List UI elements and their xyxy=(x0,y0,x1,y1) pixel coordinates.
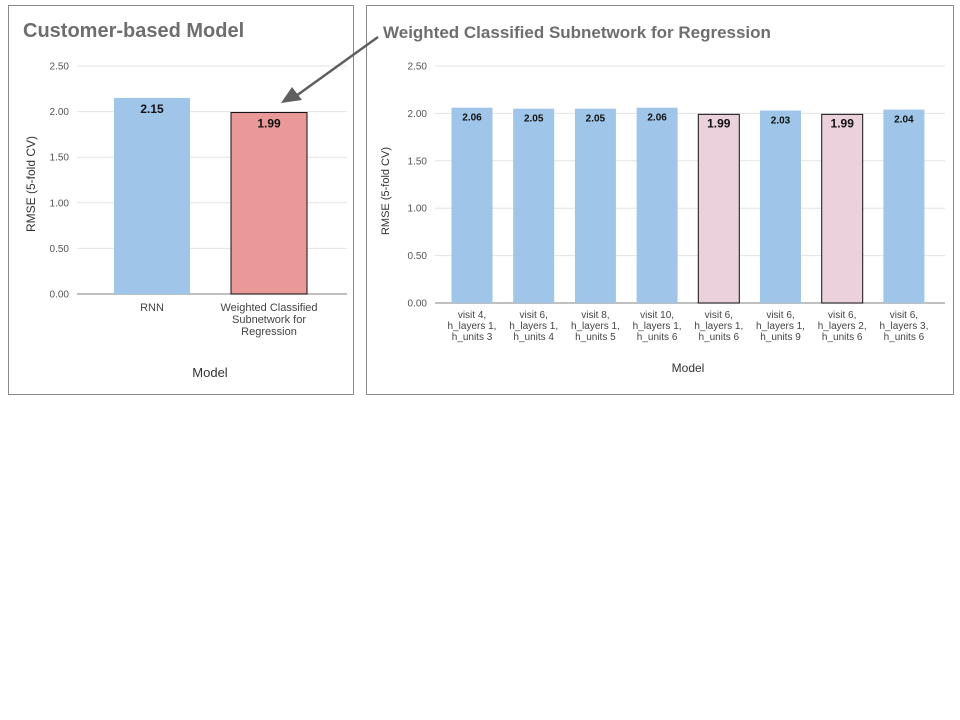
bar xyxy=(574,108,616,303)
category-label: visit 6, h_layers 1, h_units 4 xyxy=(509,310,558,343)
category-label-line: Subnetwork for xyxy=(232,314,306,326)
chart-panel-customer-based: Customer-based Model 0.00 0.50 1.00 1.50 2.0… xyxy=(8,5,354,395)
category-label-line: h_layers 1, xyxy=(571,321,620,332)
category-label-line: Regression xyxy=(241,326,297,338)
x-axis-label: Model xyxy=(672,361,705,375)
data-label: 1.99 xyxy=(257,117,281,131)
category-label-line: h_layers 1, xyxy=(509,321,558,332)
category-label-line: visit 6, xyxy=(705,310,733,321)
data-label: 2.06 xyxy=(462,113,482,124)
category-label-line: h_layers 2, xyxy=(818,321,867,332)
data-label: 2.15 xyxy=(140,102,164,116)
y-axis-label: RMSE (5-fold CV) xyxy=(24,136,38,232)
chart-title: Customer-based Model xyxy=(23,20,245,42)
y-axis-label: RMSE (5-fold CV) xyxy=(380,147,392,235)
category-label-line: Weighted Classified xyxy=(220,302,317,314)
bar xyxy=(230,112,308,295)
category-label-line: h_units 3 xyxy=(452,332,493,343)
category-label-line: h_units 6 xyxy=(822,332,863,343)
category-label: visit 8, h_layers 1, h_units 5 xyxy=(571,310,620,343)
data-label: 1.99 xyxy=(707,116,731,130)
y-tick-label: 1.00 xyxy=(408,204,428,215)
category-label-line: RNN xyxy=(140,302,164,314)
category-label-line: visit 4, xyxy=(458,310,486,321)
y-tick-label: 1.00 xyxy=(50,198,70,209)
bar xyxy=(760,110,801,303)
x-axis-label: Model xyxy=(192,365,228,380)
y-tick-label: 1.50 xyxy=(50,153,70,164)
y-tick-label: 2.00 xyxy=(408,109,428,120)
data-label: 2.03 xyxy=(771,116,791,127)
y-tick-label: 0.50 xyxy=(408,251,428,262)
chart-title: Weighted Classified Subnetwork for Regre… xyxy=(383,23,771,42)
category-label-line: visit 6, xyxy=(520,310,548,321)
bar xyxy=(697,113,740,304)
data-label: 2.05 xyxy=(524,114,544,125)
category-label-line: visit 6, xyxy=(828,310,856,321)
category-label: visit 10, h_layers 1, h_units 6 xyxy=(633,310,682,343)
y-tick-label: 0.00 xyxy=(50,290,70,301)
category-label: Weighted Classified Subnetwork for Regress… xyxy=(220,302,317,338)
bar xyxy=(821,113,864,304)
chart-svg: 0.00 0.50 1.00 1.50 2.00 2.50 RMSE (5-fold CV)… xyxy=(24,62,347,380)
bar xyxy=(114,97,190,294)
y-tick-label: 1.50 xyxy=(408,156,428,167)
category-label: visit 6, h_layers 2, h_units 6 xyxy=(818,310,867,343)
category-label-line: h_layers 1, xyxy=(756,321,805,332)
category-label-line: h_layers 1, xyxy=(448,321,497,332)
category-label-line: h_units 6 xyxy=(699,332,740,343)
category-label-line: visit 6, xyxy=(890,310,918,321)
bar xyxy=(451,107,493,303)
bar xyxy=(513,108,555,303)
y-tick-label: 2.50 xyxy=(408,62,428,73)
category-label-line: h_units 6 xyxy=(637,332,678,343)
category-label-line: visit 10, xyxy=(640,310,674,321)
category-label-line: visit 8, xyxy=(581,310,609,321)
category-label: visit 4, h_layers 1, h_units 3 xyxy=(448,310,497,343)
data-label: 2.05 xyxy=(586,114,606,125)
category-label-line: h_layers 1, xyxy=(633,321,682,332)
category-label-line: h_units 5 xyxy=(575,332,616,343)
category-label-line: h_layers 1, xyxy=(694,321,743,332)
category-label-line: h_units 4 xyxy=(513,332,554,343)
y-tick-label: 0.50 xyxy=(50,244,70,255)
category-label: RNN xyxy=(140,302,164,314)
chart-panel-weighted-subnetwork: Weighted Classified Subnetwork for Regre… xyxy=(366,5,954,395)
category-label-line: visit 6, xyxy=(766,310,794,321)
data-label: 2.04 xyxy=(894,115,914,126)
data-label: 1.99 xyxy=(831,116,855,130)
y-tick-label: 2.00 xyxy=(50,107,70,118)
category-label: visit 6, h_layers 1, h_units 6 xyxy=(694,310,743,343)
data-label: 2.06 xyxy=(647,113,667,124)
category-label-line: h_units 9 xyxy=(760,332,801,343)
category-label: visit 6, h_layers 1, h_units 9 xyxy=(756,310,805,343)
y-tick-label: 0.00 xyxy=(408,299,428,310)
category-label: visit 6, h_layers 3, h_units 6 xyxy=(879,310,928,343)
chart-svg: 0.00 0.50 1.00 1.50 2.00 2.50 RMSE (5-fold CV)… xyxy=(380,62,945,375)
bar xyxy=(636,107,678,303)
bar xyxy=(883,109,925,303)
category-label-line: h_units 6 xyxy=(884,332,925,343)
category-label-line: h_layers 3, xyxy=(879,321,928,332)
y-tick-label: 2.50 xyxy=(50,62,70,73)
